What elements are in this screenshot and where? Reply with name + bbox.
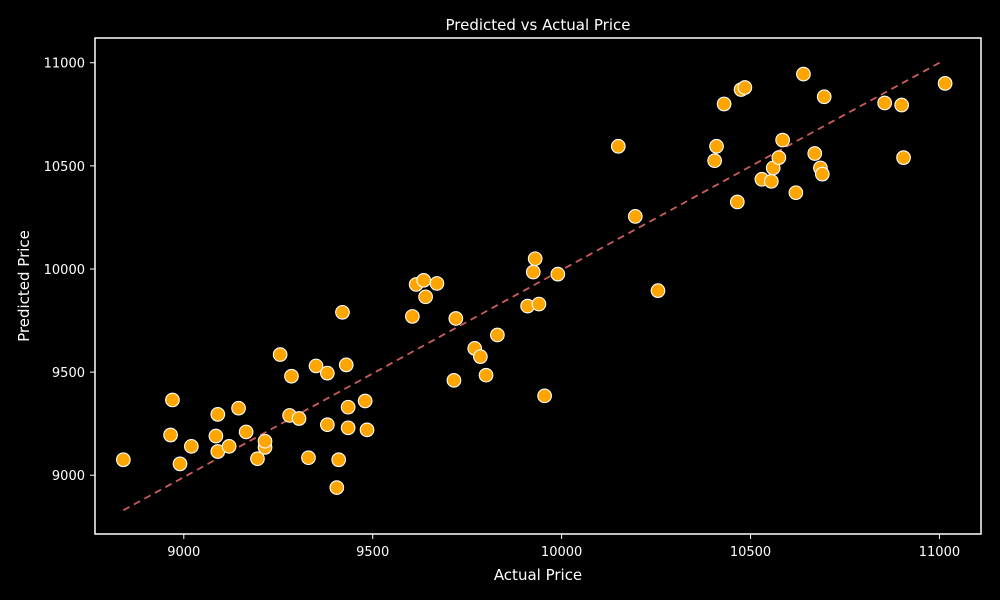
data-point: [796, 66, 811, 82]
data-point: [416, 272, 432, 288]
data-point: [320, 365, 335, 381]
data-point: [329, 480, 345, 495]
data-point: [525, 264, 541, 280]
data-point: [250, 451, 265, 467]
data-point: [320, 417, 335, 433]
data-point: [473, 349, 488, 364]
data-point: [877, 95, 893, 111]
data-point: [737, 80, 753, 95]
data-point: [448, 311, 464, 326]
data-point: [238, 424, 254, 440]
data-point: [446, 373, 462, 388]
data-point: [429, 276, 445, 291]
y-axis-label: Predicted Price: [15, 230, 33, 342]
data-point: [775, 132, 790, 148]
data-point: [531, 296, 547, 312]
data-point: [357, 393, 373, 409]
data-point: [816, 89, 832, 105]
data-point: [709, 138, 724, 154]
data-point: [291, 411, 307, 426]
data-point: [478, 367, 494, 383]
x-tick-label: 9000: [167, 545, 200, 560]
data-point: [163, 427, 178, 443]
data-point: [183, 438, 199, 454]
data-point: [331, 452, 347, 468]
data-point: [550, 266, 566, 282]
data-point: [115, 452, 131, 468]
data-point: [257, 433, 273, 449]
data-point: [716, 96, 732, 112]
data-point: [490, 327, 505, 343]
data-point: [165, 392, 180, 408]
data-point: [894, 97, 910, 113]
data-point: [729, 194, 745, 210]
data-point: [405, 309, 420, 324]
data-point: [208, 428, 224, 444]
data-point: [340, 399, 356, 415]
data-point: [284, 368, 299, 384]
y-tick-label: 11000: [44, 57, 85, 72]
data-point: [937, 76, 953, 91]
data-point: [210, 407, 226, 422]
x-axis-label: Actual Price: [494, 566, 582, 584]
x-tick-label: 9500: [356, 545, 389, 560]
x-tick-label: 10000: [541, 545, 582, 560]
data-point: [335, 304, 350, 320]
data-point: [272, 347, 288, 362]
data-point: [610, 138, 626, 154]
data-point: [896, 150, 911, 165]
data-point: [338, 357, 354, 373]
chart-title: Predicted vs Actual Price: [446, 16, 631, 34]
data-point: [418, 289, 433, 305]
data-point: [807, 146, 823, 161]
data-point: [340, 420, 356, 436]
x-tick-label: 10500: [730, 545, 771, 560]
data-point: [527, 251, 543, 267]
data-point: [301, 450, 316, 466]
data-point: [172, 456, 188, 472]
y-tick-label: 10500: [44, 160, 85, 175]
data-point: [308, 358, 324, 374]
axes: 9000 9500 10000 10500 11000 9000 9500 10000 1050…: [44, 37, 982, 560]
y-tick-label: 10000: [44, 263, 85, 278]
x-tick-label: 11000: [919, 545, 960, 560]
data-point: [788, 185, 804, 201]
data-point: [771, 150, 787, 165]
y-tick-label: 9000: [52, 469, 85, 484]
data-point: [359, 422, 375, 438]
data-point: [627, 209, 643, 224]
data-point: [221, 438, 237, 454]
data-point: [650, 283, 666, 298]
data-point: [537, 388, 552, 404]
plot-frame: [94, 37, 982, 535]
data-point: [763, 173, 779, 189]
data-points: [115, 66, 953, 495]
data-point: [231, 400, 246, 416]
data-point: [814, 166, 830, 182]
data-point: [707, 153, 722, 169]
y-tick-label: 9500: [52, 366, 85, 381]
